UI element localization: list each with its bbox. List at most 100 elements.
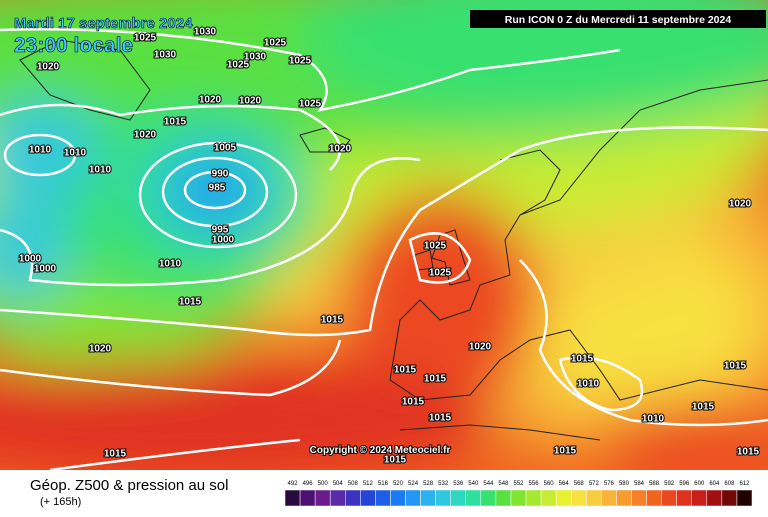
isobar-label: 1015 [402, 397, 425, 408]
legend-swatch [284, 489, 301, 507]
isobar-label: 1010 [64, 148, 87, 159]
isobar-label: 1015 [554, 446, 577, 457]
legend-label: 560 [544, 481, 555, 487]
isobar-label: 1015 [737, 447, 760, 458]
isobar-label: 1020 [729, 199, 752, 210]
isobar-label: 1010 [89, 165, 112, 176]
isobar-label: 1010 [577, 379, 600, 390]
legend-label: 520 [393, 481, 404, 487]
legend-swatch [631, 489, 647, 507]
isobar-label: 1025 [424, 241, 447, 252]
legend-label: 536 [453, 481, 464, 487]
isobar-label: 1015 [692, 402, 715, 413]
legend-swatch [706, 489, 723, 507]
legend-swatch [450, 489, 467, 507]
legend-label: 604 [709, 481, 720, 487]
legend-label: 528 [423, 481, 434, 487]
isobar-label: 1000 [34, 264, 57, 275]
legend-label: 504 [333, 481, 344, 487]
legend-label: 572 [589, 481, 600, 487]
legend-label: 516 [378, 481, 389, 487]
isobar-label: 1015 [429, 413, 452, 424]
legend-swatch [390, 489, 406, 507]
legend-label: 588 [649, 481, 660, 487]
legend-label: 576 [604, 481, 615, 487]
isobar-label: 990 [212, 169, 229, 180]
isobar-label: 1020 [37, 62, 60, 73]
isobar-label: 1010 [642, 414, 665, 425]
legend-swatch [661, 489, 677, 507]
legend-label: 532 [438, 481, 449, 487]
isobar-label: 1000 [212, 235, 235, 246]
legend-swatch [299, 489, 316, 507]
legend-label: 556 [529, 481, 540, 487]
isobar-label: 1015 [384, 455, 407, 466]
legend-swatch [616, 489, 632, 507]
isobar-label: 1025 [289, 56, 312, 67]
footer-lead: (+ 165h) [40, 496, 81, 508]
isobar-label: 1020 [239, 96, 262, 107]
legend-label: 600 [694, 481, 705, 487]
legend-swatch [314, 489, 331, 507]
isobar-label: 1015 [179, 297, 202, 308]
isobar-label: 1030 [154, 50, 177, 61]
color-legend: 492 496 500 504 508 512 516 520 524 528 532 536 540 5… [284, 481, 753, 507]
legend-swatch [360, 489, 376, 507]
legend-label: 568 [574, 481, 585, 487]
run-info: Run ICON 0 Z du Mercredi 11 septembre 20… [505, 14, 732, 26]
map-background [0, 0, 768, 470]
isobar-label: 1015 [104, 449, 127, 460]
isobar-label: 1015 [724, 361, 747, 372]
run-box [470, 10, 766, 28]
legend-swatch [570, 489, 587, 507]
legend-swatch [510, 489, 527, 507]
isobar-label: 1025 [429, 268, 452, 279]
legend-swatch [495, 489, 512, 507]
isobar-label: 1015 [321, 315, 344, 326]
legend-label: 496 [303, 481, 314, 487]
legend-swatch [345, 489, 361, 507]
legend-label: 612 [739, 481, 750, 487]
legend-label: 540 [468, 481, 479, 487]
legend-swatch [646, 489, 662, 507]
legend-label: 544 [483, 481, 494, 487]
legend-swatch [465, 489, 482, 507]
isobar-label: 1010 [159, 259, 182, 270]
legend-swatch [435, 489, 451, 507]
legend-swatch [329, 489, 346, 507]
isobar-label: 1025 [299, 99, 322, 110]
legend-label: 492 [288, 481, 299, 487]
isobar-label: 1030 [194, 27, 217, 38]
isobar-label: 1005 [214, 143, 237, 154]
legend-swatch [736, 489, 753, 507]
isobar-label: 985 [209, 183, 226, 194]
isobar-label: 1025 [264, 38, 287, 49]
legend-swatch [405, 489, 421, 507]
legend-swatch [601, 489, 617, 507]
legend-label: 512 [363, 481, 374, 487]
isobar-label: 1020 [199, 95, 222, 106]
isobar-label: 1025 [134, 33, 157, 44]
legend-label: 564 [559, 481, 570, 487]
copyright: Copyright © 2024 Meteociel.fr [310, 445, 451, 456]
legend-label: 580 [619, 481, 630, 487]
legend-swatch [540, 489, 557, 507]
legend-swatch [586, 489, 602, 507]
forecast-time: 23:00 locale [14, 34, 133, 57]
legend-swatch [420, 489, 436, 507]
legend-label: 552 [513, 481, 524, 487]
isobar-label: 1020 [469, 342, 492, 353]
isobar-label: 1015 [571, 354, 594, 365]
isobar-label: 1015 [164, 117, 187, 128]
isobar-label: 1025 [227, 60, 250, 71]
isobar-label: 1020 [89, 344, 112, 355]
legend-swatch [555, 489, 572, 507]
isobar-label: 1020 [134, 130, 157, 141]
footer-title: Géop. Z500 & pression au sol [30, 477, 228, 494]
legend-label: 508 [348, 481, 359, 487]
isobar-label: 1010 [29, 145, 52, 156]
forecast-date: Mardi 17 septembre 2024 [14, 15, 193, 32]
legend-label: 608 [724, 481, 735, 487]
